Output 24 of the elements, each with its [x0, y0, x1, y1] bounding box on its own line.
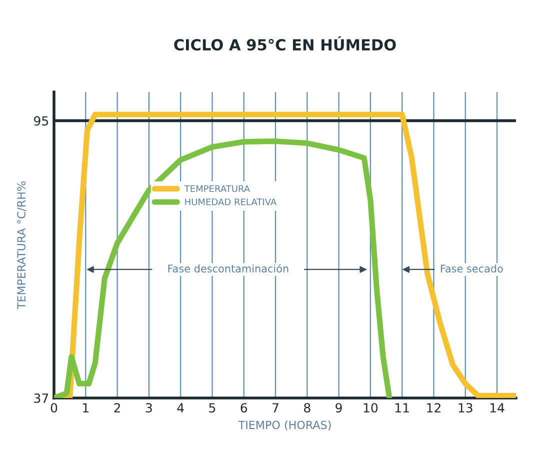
x-tick-label: 7: [272, 403, 278, 412]
annotation: Fase secado: [440, 264, 503, 272]
x-axis-title: TIEMPO (HORAS): [238, 420, 331, 430]
x-tick-label: 5: [209, 403, 216, 413]
x-tick-label: 9: [336, 403, 342, 413]
x-tick-label: 11: [396, 403, 409, 412]
x-tick-label: 8: [304, 403, 310, 413]
x-tick-label: 1: [83, 403, 88, 412]
x-tick-label: 10: [364, 403, 378, 413]
x-tick-label: 2: [114, 403, 120, 412]
annotation: Fase descontaminación: [168, 264, 288, 272]
x-tick-label: 3: [146, 403, 152, 413]
legend-label: HUMEDAD RELATIVA: [185, 198, 277, 206]
legend-label: TEMPERATURA: [184, 185, 250, 192]
x-tick-label: 4: [177, 403, 184, 412]
chart-title: CICLO A 95°C EN HÚMEDO: [174, 36, 396, 51]
x-tick-label: 6: [240, 403, 248, 413]
x-tick-label: 0: [50, 403, 58, 413]
y-tick-label: 95: [34, 116, 48, 126]
x-tick-label: 13: [458, 403, 472, 413]
x-tick-label: 14: [490, 403, 504, 412]
y-tick-label: 37: [34, 393, 48, 403]
x-tick-label: 12: [427, 403, 440, 412]
y-axis-title: TEMPERATURA °C/RH%: [17, 182, 26, 310]
